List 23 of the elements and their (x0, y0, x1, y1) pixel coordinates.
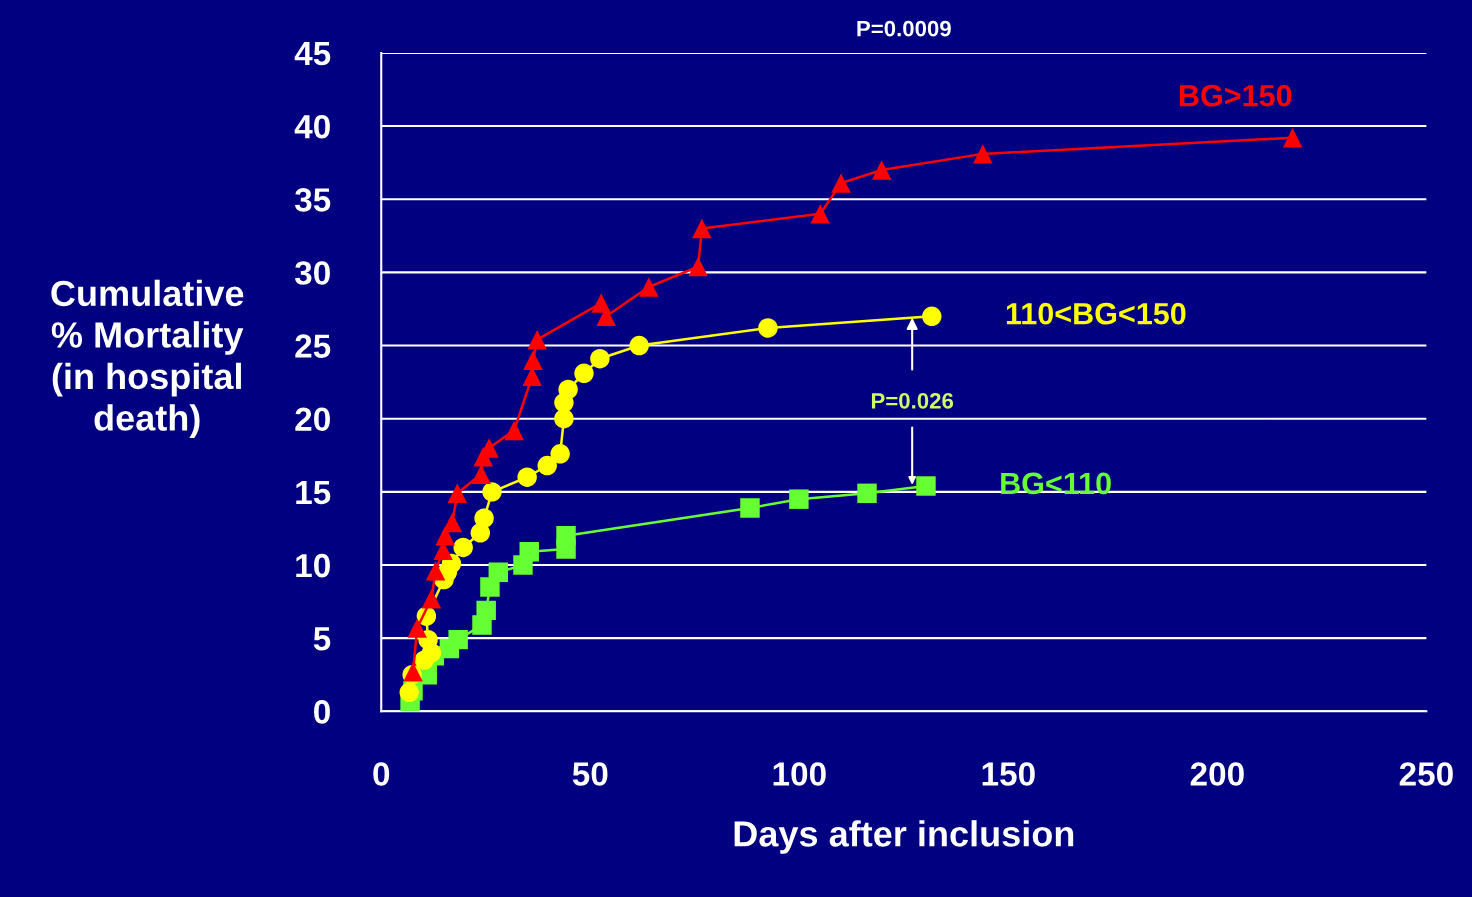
chart-title: P=0.0009 (857, 20, 951, 37)
series-label: BG>150 (1179, 84, 1292, 107)
x-axis-title: Days after inclusion (734, 820, 1074, 854)
y-tick-label: 30 (294, 261, 330, 285)
annotation: P=0.026 (871, 392, 954, 409)
y-tick-label: 35 (294, 188, 331, 212)
y-tick-label: 20 (295, 407, 330, 432)
y-tick-label: 15 (296, 481, 331, 505)
y-tick-label: 25 (295, 334, 331, 358)
text: BG<110 (1001, 472, 1111, 495)
x-tick-label: 100 (773, 762, 826, 786)
y-tick-label: 5 (313, 627, 331, 651)
x-tick-label: 150 (982, 762, 1035, 786)
y-tick-label: 40 (294, 114, 330, 139)
y-tick-label: 10 (296, 553, 330, 578)
x-tick-label: 0 (373, 762, 390, 786)
x-tick-label: 50 (572, 762, 608, 786)
y-tick-label: 45 (294, 42, 331, 66)
text: 110<BG<150 (1006, 302, 1186, 325)
y-axis-title: Cumulative % Mortality (in hospital death) (51, 279, 244, 438)
x-tick-label: 250 (1399, 762, 1453, 786)
y-tick-label: 0 (314, 700, 330, 724)
x-tick-label: 200 (1190, 762, 1244, 786)
